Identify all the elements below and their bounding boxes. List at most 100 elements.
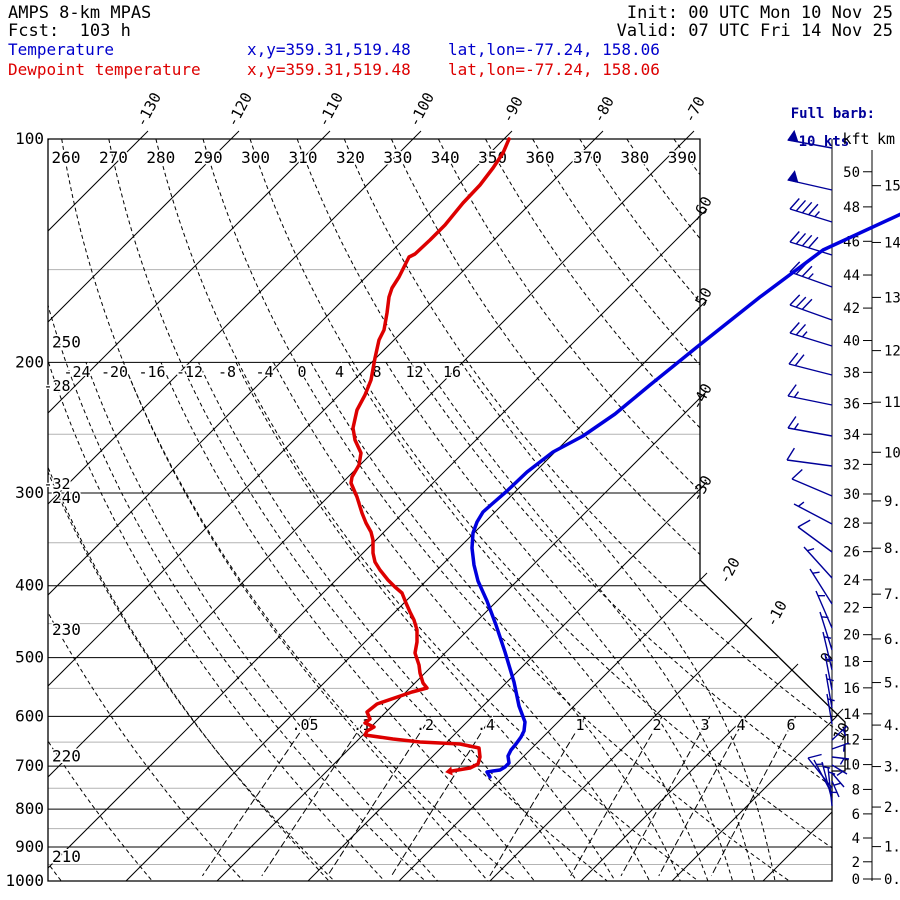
pressure-axis-label: 800 (15, 799, 44, 818)
moist-adiabat-label-left: -28 (43, 377, 70, 395)
pressure-axis-label: 600 (15, 706, 44, 725)
isotherm-tick (503, 130, 513, 140)
pressure-axis-label: 100 (15, 129, 44, 148)
pressure-axis-label: 500 (15, 648, 44, 667)
mixing-ratio-lines (201, 716, 797, 877)
mixing-ratio-line (201, 716, 312, 877)
km-tick-label: 13. (884, 290, 900, 306)
theta-label-top: 290 (194, 148, 223, 167)
isotherm-label-right: -30 (687, 472, 716, 504)
isotherm-label-top: -100 (405, 89, 438, 129)
mixing-ratio-line (261, 716, 369, 877)
kft-tick-label: 30 (843, 487, 860, 503)
isotherm-label-top: -110 (314, 89, 347, 129)
km-tick-label: 12. (884, 344, 900, 360)
mixing-ratio-label: .2 (416, 716, 434, 734)
wind-barb (826, 693, 835, 725)
kft-tick-label: 42 (843, 301, 860, 317)
isotherm (48, 139, 778, 881)
km-axis-title: km (877, 130, 895, 148)
isotherm-tick (321, 130, 331, 140)
moist-adiabat (48, 362, 385, 881)
theta-label-left: 250 (52, 333, 81, 352)
dry-adiabat (48, 139, 244, 881)
isotherm-tick (699, 572, 708, 581)
legend-temperature-label: Temperature (8, 40, 114, 59)
moist-adiabat (235, 362, 616, 881)
wind-barb-legend: Full barb: 10 kts (757, 93, 875, 163)
valid-time: Valid: 07 UTC Fri 14 Nov 25 (616, 21, 893, 41)
mixing-ratio-label: .05 (291, 716, 318, 734)
pressure-axis-label: 300 (15, 483, 44, 502)
theta-label-top: 360 (526, 148, 555, 167)
theta-label-left: 220 (52, 747, 81, 766)
km-tick-label: 3. (884, 760, 900, 776)
isotherm-label-diag: -20 (715, 554, 744, 586)
km-tick-label: 14. (884, 235, 900, 251)
model-title: AMPS 8-km MPAS (8, 3, 152, 23)
moist-adiabat-label: 16 (443, 363, 461, 381)
dry-adiabat (437, 139, 845, 881)
mixing-ratio-line (658, 716, 747, 877)
kft-tick-label: 0 (852, 872, 860, 888)
kft-tick-label: 24 (843, 573, 860, 589)
isotherm-label-top: -70 (680, 93, 709, 125)
wind-barb (819, 611, 833, 651)
mixing-ratio-line (620, 716, 711, 877)
wind-barb (787, 416, 833, 437)
moist-adiabat (123, 362, 489, 881)
theta-label-top: 350 (478, 148, 507, 167)
moist-adiabat-label: -4 (255, 363, 273, 381)
kft-tick-label: 18 (843, 654, 860, 670)
kft-tick-label: 50 (843, 165, 860, 181)
dewpoint-arrowhead (445, 766, 453, 776)
isotherm (580, 139, 845, 881)
wind-barb (797, 519, 833, 553)
kft-tick-label: 48 (843, 200, 860, 216)
wind-barb-legend-line2: 10 kts (798, 134, 850, 150)
isotherm-label-top: -90 (498, 93, 527, 125)
dewpoint-trace (349, 137, 511, 776)
dewpoint-line (349, 137, 511, 773)
wind-barb (831, 772, 845, 788)
plot-outline (47, 138, 846, 882)
isotherm-tick (412, 130, 422, 140)
isotherm-tick (139, 130, 149, 140)
moist-adiabat (85, 362, 438, 881)
km-tick-label: 15. (884, 179, 900, 195)
wind-barb (831, 756, 850, 765)
wind-barb (809, 568, 833, 605)
dry-adiabat (155, 139, 699, 881)
isotherm-tick (699, 481, 708, 490)
isotherm (671, 139, 845, 881)
kft-tick-label: 2 (852, 855, 860, 871)
dry-adiabat (48, 139, 426, 881)
moist-adiabat (160, 362, 535, 881)
pressure-axis-label: 400 (15, 576, 44, 595)
theta-label-top: 260 (52, 148, 81, 167)
temperature-line (470, 212, 900, 779)
wind-barb (789, 231, 833, 256)
wind-barb (824, 653, 833, 691)
isotherm-label-right: -40 (687, 380, 716, 412)
isotherm (48, 139, 414, 881)
km-tick-label: 9. (884, 494, 900, 510)
dry-adiabat (108, 139, 608, 881)
kft-tick-label: 36 (843, 397, 860, 413)
dry-adiabat (249, 139, 845, 881)
km-tick-label: 1. (884, 840, 900, 856)
isotherm (48, 139, 232, 881)
legend-dewpoint-latlon: lat,lon=-77.24, 158.06 (448, 60, 660, 79)
theta-label-top: 320 (336, 148, 365, 167)
wind-barb (791, 468, 833, 497)
wind-barb (827, 766, 836, 807)
kft-tick-label: 28 (843, 516, 860, 532)
mixing-ratio-label: 3 (700, 716, 709, 734)
wind-barb (793, 501, 833, 525)
moist-adiabat-label: 0 (297, 363, 306, 381)
km-tick-label: 8. (884, 541, 900, 557)
moist-adiabat-lines (48, 362, 776, 881)
mixing-ratio-line (570, 716, 663, 877)
moist-adiabat (385, 362, 734, 881)
